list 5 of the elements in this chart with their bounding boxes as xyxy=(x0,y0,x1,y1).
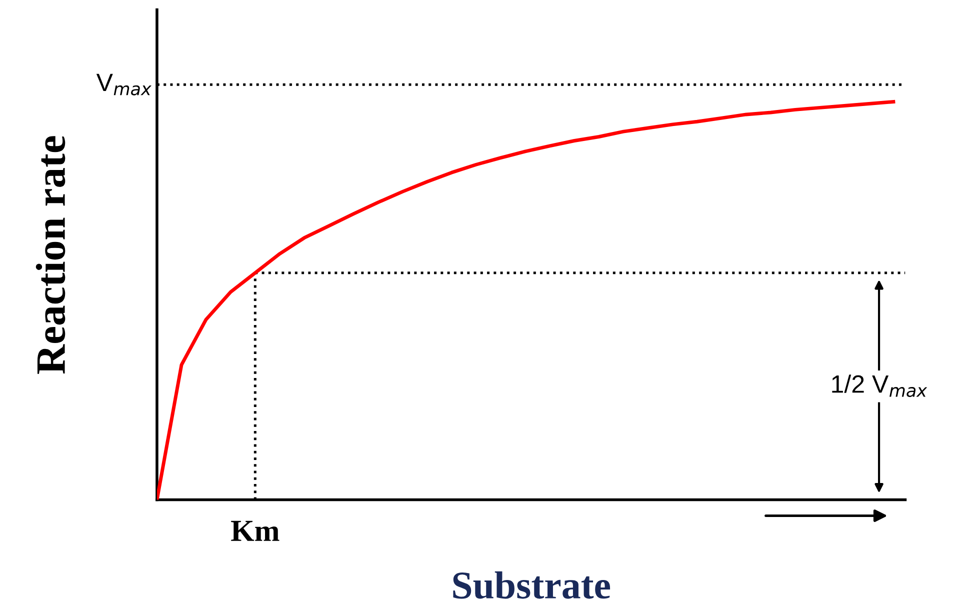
ref-line-label: V$_{max}$ xyxy=(96,74,152,96)
x-axis-title: Substrate xyxy=(453,571,610,599)
text: Km xyxy=(231,520,280,541)
annotation: 1/2 V$_{max}$ xyxy=(832,374,928,398)
y-axis-title: Reaction rate xyxy=(36,136,66,374)
